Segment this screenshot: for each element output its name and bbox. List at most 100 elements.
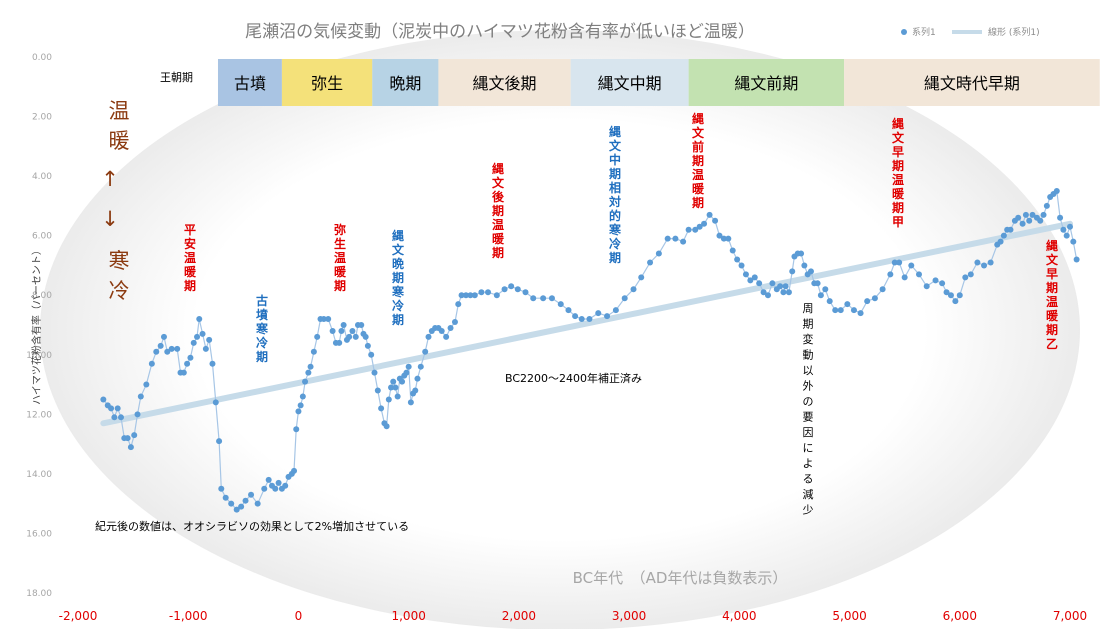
data-point [199, 330, 206, 337]
x-tick-label: 0 [295, 609, 303, 623]
data-point [358, 322, 365, 328]
data-point [114, 405, 121, 412]
data-point [218, 485, 225, 492]
data-point [655, 250, 662, 257]
data-point [346, 333, 353, 340]
data-point [557, 301, 564, 308]
data-point [196, 316, 203, 323]
y-tick-label: 0.00 [32, 53, 52, 63]
data-point [1073, 256, 1080, 263]
data-point [738, 262, 745, 269]
x-tick-label: 3,000 [612, 609, 646, 623]
period-label: 縄文時代早期 [924, 74, 1020, 93]
data-point [578, 316, 585, 323]
data-point [390, 378, 397, 385]
data-point [1053, 188, 1060, 194]
data-point [798, 250, 805, 257]
data-point [1070, 238, 1077, 245]
data-point [180, 369, 187, 376]
period-header: 王朝期 [160, 71, 193, 84]
period-label: 弥生 [311, 74, 343, 93]
data-point [299, 393, 306, 400]
data-point [1067, 223, 1073, 230]
data-point [248, 491, 255, 498]
data-point [447, 324, 454, 331]
data-point [134, 411, 141, 418]
data-point [1000, 232, 1007, 239]
data-point [443, 333, 450, 340]
data-point [307, 363, 314, 370]
data-point [807, 268, 814, 275]
data-point [242, 497, 249, 504]
data-point [143, 381, 150, 388]
data-point [282, 482, 289, 489]
annotation-label: 縄文後期温暖期 [492, 161, 505, 260]
data-point [685, 226, 692, 233]
data-point [932, 277, 939, 284]
annotation-label: 縄文晩期寒冷期 [391, 228, 405, 327]
data-point [514, 286, 521, 293]
side-arrow-down: ↓ [101, 207, 119, 231]
legend-label-trend: 線形 (系列1) [988, 26, 1040, 38]
data-point [672, 235, 679, 242]
x-tick-label: 7,000 [1053, 609, 1087, 623]
data-point [540, 295, 547, 302]
data-point [789, 268, 796, 275]
data-point [943, 289, 950, 296]
data-point [747, 277, 754, 284]
data-point [1040, 211, 1047, 218]
y-tick-label: 10.00 [26, 351, 52, 361]
period-band-segment [438, 59, 571, 106]
data-point [194, 333, 201, 340]
data-point [261, 485, 268, 492]
data-point [117, 414, 124, 421]
data-point [462, 292, 469, 299]
data-point [822, 286, 829, 293]
data-point [939, 280, 946, 287]
data-point [826, 298, 833, 305]
x-tick-label: 5,000 [832, 609, 866, 623]
annotation-label: 縄文早期温暖期甲 [892, 116, 905, 229]
data-point [947, 292, 954, 299]
data-point [508, 283, 515, 290]
data-point [187, 354, 194, 361]
legend: 系列1 線形 (系列1) [901, 26, 1040, 38]
data-point [785, 289, 792, 296]
data-point [148, 360, 155, 367]
x-tick-label: 1,000 [391, 609, 425, 623]
data-point [336, 339, 343, 346]
data-point [405, 363, 412, 370]
data-point [706, 211, 713, 218]
side-arrow-up: ↑ [101, 167, 119, 191]
data-point [238, 503, 245, 510]
data-point [701, 220, 708, 227]
data-point [871, 295, 878, 302]
chart-title: 尾瀬沼の気候変動（泥炭中のハイマツ花粉含有率が低いほど温暖） [245, 22, 755, 42]
period-band-segment [372, 59, 439, 106]
y-tick-label: 4.00 [32, 172, 52, 182]
data-point [850, 307, 857, 314]
data-point [371, 369, 378, 376]
data-point [417, 363, 424, 370]
period-band-segment [688, 59, 845, 106]
data-point [438, 327, 445, 334]
data-point [1019, 220, 1026, 227]
annotation-label: 平安温暖期 [184, 223, 197, 293]
data-point [385, 396, 392, 403]
data-point [604, 313, 611, 320]
data-point [638, 274, 645, 281]
data-point [1022, 211, 1029, 218]
period-label: 晩期 [389, 74, 421, 93]
period-label: 縄文中期 [598, 74, 662, 93]
data-point [777, 283, 784, 290]
data-point [467, 292, 474, 299]
data-point [388, 384, 395, 391]
data-point [295, 408, 302, 415]
data-point [720, 235, 727, 242]
period-label: 古墳 [234, 74, 266, 93]
data-point [383, 423, 390, 430]
data-point [164, 348, 171, 355]
y-tick-label: 2.00 [32, 113, 52, 123]
data-point [1063, 232, 1070, 239]
